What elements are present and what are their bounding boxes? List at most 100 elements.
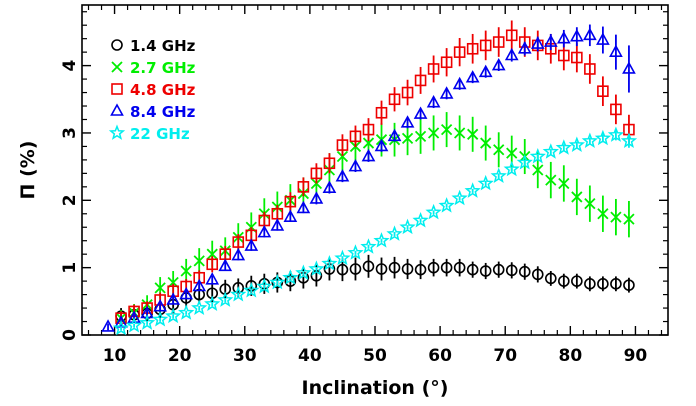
data-point xyxy=(414,74,427,87)
data-point xyxy=(571,191,583,203)
data-point xyxy=(336,263,349,276)
data-point xyxy=(529,147,546,164)
data-point xyxy=(477,174,494,191)
data-point xyxy=(597,278,609,290)
series-layer xyxy=(101,20,638,336)
data-point xyxy=(466,263,479,276)
legend-label: 2.7 GHz xyxy=(130,59,196,77)
series-8-4-ghz xyxy=(101,24,636,332)
data-point xyxy=(321,255,338,271)
y-tick-label: 1 xyxy=(60,262,80,274)
data-point xyxy=(584,198,596,210)
data-point xyxy=(532,164,544,176)
data-point xyxy=(401,86,414,99)
y-tick-label: 2 xyxy=(60,194,80,206)
data-point xyxy=(401,263,414,275)
data-point xyxy=(438,197,455,213)
data-point xyxy=(243,281,260,298)
data-point xyxy=(310,167,323,180)
data-point xyxy=(218,258,233,272)
data-point xyxy=(597,208,609,220)
data-point xyxy=(386,225,403,241)
data-point xyxy=(610,278,622,290)
data-point xyxy=(583,27,597,41)
data-point xyxy=(400,115,415,128)
data-point xyxy=(399,218,416,235)
data-point xyxy=(440,261,453,274)
y-tick-label: 3 xyxy=(60,127,80,139)
data-point xyxy=(127,310,141,323)
data-point xyxy=(597,85,609,98)
data-point xyxy=(361,148,376,162)
x-tick-label: 10 xyxy=(103,346,127,366)
data-point xyxy=(516,154,533,170)
data-point xyxy=(543,34,558,47)
data-point xyxy=(374,138,389,152)
data-point xyxy=(414,263,427,276)
data-point xyxy=(373,232,390,248)
x-tick-label: 30 xyxy=(233,346,257,366)
data-point xyxy=(581,132,599,148)
data-point xyxy=(309,191,324,204)
x-tick-label: 60 xyxy=(428,346,452,366)
data-point xyxy=(206,248,218,260)
data-point xyxy=(584,278,596,290)
data-point xyxy=(517,41,532,54)
data-point xyxy=(584,63,596,75)
data-point xyxy=(439,86,454,99)
data-point xyxy=(568,136,585,153)
data-point xyxy=(610,103,622,116)
data-point xyxy=(283,209,298,222)
x-tick-label: 80 xyxy=(558,346,582,366)
data-point xyxy=(440,123,453,136)
data-point xyxy=(166,292,181,305)
data-point xyxy=(555,139,572,155)
data-point xyxy=(125,316,143,333)
data-point xyxy=(375,263,388,275)
data-point xyxy=(492,36,505,48)
data-point xyxy=(452,76,467,90)
data-point xyxy=(336,150,349,163)
legend: 1.4 GHz 2.7 GHz 4.8 GHz 8.4 GHz 22 GHz xyxy=(108,37,196,143)
data-point xyxy=(480,137,492,149)
data-point xyxy=(427,261,440,274)
data-point xyxy=(362,123,375,136)
data-point xyxy=(427,63,440,75)
data-point xyxy=(479,265,492,277)
data-point xyxy=(426,94,441,108)
data-point xyxy=(335,169,350,182)
data-point xyxy=(336,139,349,151)
x-tick-label: 50 xyxy=(363,346,387,366)
data-point xyxy=(545,174,557,186)
data-point xyxy=(493,144,505,156)
legend-label: 22 GHz xyxy=(130,125,190,143)
data-point xyxy=(453,46,466,58)
data-point xyxy=(348,158,363,172)
data-point xyxy=(308,260,325,276)
data-point xyxy=(193,255,205,267)
data-point xyxy=(505,264,518,277)
data-point xyxy=(284,195,297,208)
legend-marker xyxy=(108,124,126,140)
legend-label: 1.4 GHz xyxy=(130,37,196,55)
data-point xyxy=(387,128,402,142)
data-point xyxy=(569,28,584,42)
data-point xyxy=(295,264,312,280)
data-point xyxy=(179,286,194,300)
data-point xyxy=(362,137,375,149)
data-point xyxy=(347,244,364,260)
data-point xyxy=(610,211,622,223)
data-point xyxy=(558,275,570,287)
data-point xyxy=(478,64,493,78)
data-point xyxy=(620,132,638,148)
data-point xyxy=(558,49,570,62)
data-point xyxy=(192,278,207,292)
data-point xyxy=(504,47,519,61)
data-point xyxy=(454,127,466,139)
data-point xyxy=(505,29,518,42)
data-point xyxy=(503,160,520,177)
data-point xyxy=(257,224,272,238)
data-point xyxy=(362,260,375,273)
x-tick-label: 90 xyxy=(624,346,648,366)
